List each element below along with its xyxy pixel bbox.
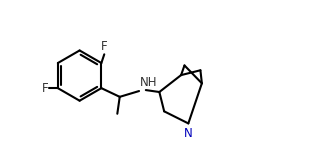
Text: F: F	[42, 82, 48, 95]
Text: F: F	[101, 40, 108, 53]
Text: NH: NH	[140, 76, 158, 89]
Text: N: N	[184, 127, 193, 140]
